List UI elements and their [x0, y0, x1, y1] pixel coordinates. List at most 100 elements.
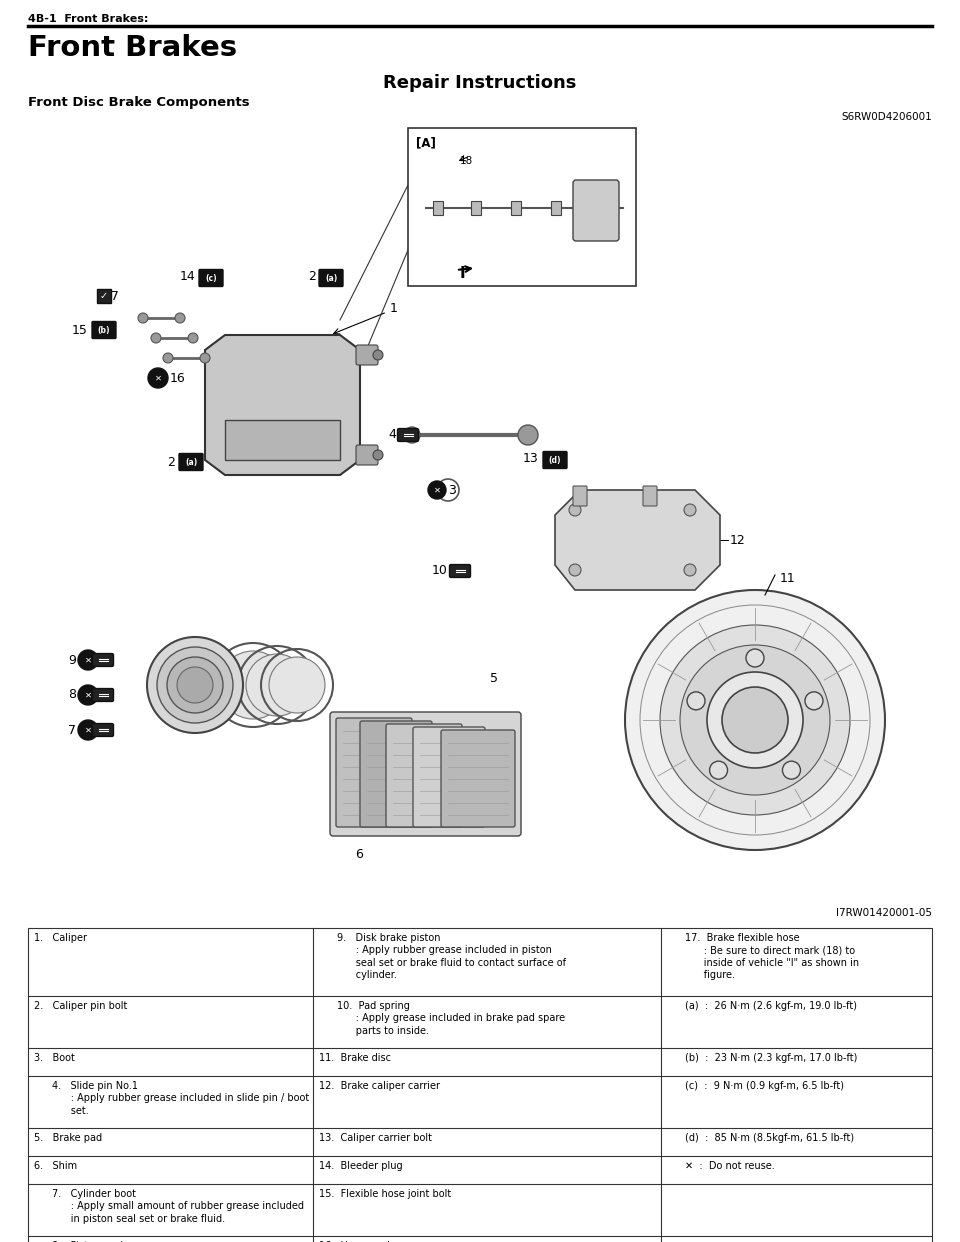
Circle shape	[404, 427, 420, 443]
Circle shape	[709, 761, 728, 779]
FancyBboxPatch shape	[356, 345, 378, 365]
Text: carmanualsonline.info: carmanualsonline.info	[723, 1232, 932, 1242]
Text: ✓: ✓	[100, 291, 108, 301]
Text: ✕: ✕	[84, 656, 91, 664]
Text: 12: 12	[730, 534, 746, 546]
Polygon shape	[555, 491, 720, 590]
Text: 17: 17	[104, 289, 120, 303]
Text: 17.  Brake flexible hose
      : Be sure to direct mark (18) to
      inside of : 17. Brake flexible hose : Be sure to dir…	[684, 933, 859, 980]
Text: [A]: [A]	[416, 137, 436, 149]
Circle shape	[157, 647, 233, 723]
Circle shape	[177, 667, 213, 703]
Text: 12.  Brake caliper carrier: 12. Brake caliper carrier	[319, 1081, 440, 1090]
Bar	[551, 201, 561, 215]
Text: 10: 10	[432, 565, 448, 578]
Text: (d): (d)	[667, 1138, 680, 1146]
Text: (a): (a)	[667, 1017, 680, 1026]
Text: (a): (a)	[324, 273, 337, 282]
Text: ✕: ✕	[84, 691, 91, 699]
Circle shape	[269, 657, 325, 713]
FancyBboxPatch shape	[449, 565, 470, 578]
Text: 2: 2	[167, 456, 175, 468]
Circle shape	[680, 645, 830, 795]
Circle shape	[219, 651, 287, 719]
FancyBboxPatch shape	[664, 1056, 684, 1068]
FancyBboxPatch shape	[356, 445, 378, 465]
FancyBboxPatch shape	[386, 724, 462, 827]
Circle shape	[569, 564, 581, 576]
Circle shape	[188, 333, 198, 343]
Text: 11: 11	[780, 573, 796, 585]
Circle shape	[746, 650, 764, 667]
FancyBboxPatch shape	[92, 653, 113, 667]
Text: ✕: ✕	[155, 374, 161, 383]
FancyBboxPatch shape	[664, 1016, 684, 1028]
Circle shape	[200, 353, 210, 363]
Circle shape	[147, 637, 243, 733]
Text: 7: 7	[68, 724, 76, 737]
Text: 6: 6	[355, 848, 363, 862]
Text: ✓: ✓	[670, 958, 678, 968]
FancyBboxPatch shape	[179, 453, 203, 471]
Circle shape	[373, 450, 383, 460]
Text: I: I	[460, 266, 466, 281]
Text: 8: 8	[68, 688, 76, 702]
Text: (d)  :  85 N·m (8.5kgf-m, 61.5 lb-ft): (d) : 85 N·m (8.5kgf-m, 61.5 lb-ft)	[684, 1133, 854, 1143]
Text: 7.   Cylinder boot
      : Apply small amount of rubber grease included
      in: 7. Cylinder boot : Apply small amount of…	[52, 1189, 304, 1223]
FancyBboxPatch shape	[316, 956, 335, 968]
Circle shape	[707, 672, 803, 768]
Text: 4.   Slide pin No.1
      : Apply rubber grease included in slide pin / boot
   : 4. Slide pin No.1 : Apply rubber grease …	[52, 1081, 309, 1115]
Text: 14: 14	[180, 270, 195, 282]
Text: 5: 5	[490, 672, 498, 684]
FancyBboxPatch shape	[316, 1016, 335, 1028]
Text: 13.  Caliper carrier bolt: 13. Caliper carrier bolt	[319, 1133, 432, 1143]
FancyBboxPatch shape	[664, 1095, 684, 1109]
FancyBboxPatch shape	[32, 1203, 51, 1216]
FancyBboxPatch shape	[413, 727, 485, 827]
Text: 10.  Pad spring
      : Apply grease included in brake pad spare
      parts to : 10. Pad spring : Apply grease included i…	[337, 1001, 564, 1036]
Text: 11.  Brake disc: 11. Brake disc	[319, 1053, 391, 1063]
Text: (a)  :  26 N·m (2.6 kgf-m, 19.0 lb-ft): (a) : 26 N·m (2.6 kgf-m, 19.0 lb-ft)	[684, 1001, 856, 1011]
Text: (b)  :  23 N·m (2.3 kgf-m, 17.0 lb-ft): (b) : 23 N·m (2.3 kgf-m, 17.0 lb-ft)	[684, 1053, 857, 1063]
Text: 9: 9	[68, 653, 76, 667]
FancyBboxPatch shape	[643, 486, 657, 505]
Circle shape	[78, 650, 98, 669]
Text: Repair Instructions: Repair Instructions	[383, 75, 577, 92]
Text: Front Disc Brake Components: Front Disc Brake Components	[28, 96, 250, 109]
Text: I7RW01420001-05: I7RW01420001-05	[836, 908, 932, 918]
Text: Front Brakes: Front Brakes	[28, 34, 237, 62]
Circle shape	[684, 504, 696, 515]
Text: 3: 3	[448, 483, 456, 497]
Text: (b): (b)	[98, 325, 110, 334]
Bar	[408, 128, 636, 286]
Text: (c)  :  9 N·m (0.9 kgf-m, 6.5 lb-ft): (c) : 9 N·m (0.9 kgf-m, 6.5 lb-ft)	[684, 1081, 844, 1090]
Text: 9.   Disk brake piston
      : Apply rubber grease included in piston
      seal: 9. Disk brake piston : Apply rubber grea…	[337, 933, 565, 980]
Text: 2.   Caliper pin bolt: 2. Caliper pin bolt	[34, 1001, 128, 1011]
Text: 5.   Brake pad: 5. Brake pad	[34, 1133, 102, 1143]
Circle shape	[163, 353, 173, 363]
Bar	[433, 201, 443, 215]
FancyBboxPatch shape	[543, 452, 567, 468]
Circle shape	[782, 761, 801, 779]
Text: 18: 18	[460, 156, 473, 166]
Circle shape	[148, 368, 168, 388]
Circle shape	[428, 481, 446, 499]
FancyBboxPatch shape	[32, 1097, 51, 1108]
Circle shape	[687, 692, 705, 710]
Text: (c): (c)	[668, 1098, 680, 1107]
FancyBboxPatch shape	[92, 322, 116, 339]
Circle shape	[138, 313, 148, 323]
Text: 6.   Shim: 6. Shim	[34, 1161, 77, 1171]
Text: 1.   Caliper: 1. Caliper	[34, 933, 87, 943]
Text: Downloaded from www.Manualslib.com  manuals search engine: Downloaded from www.Manualslib.com manua…	[28, 1232, 340, 1242]
Circle shape	[246, 655, 308, 715]
Bar	[471, 201, 481, 215]
Circle shape	[684, 564, 696, 576]
Circle shape	[167, 657, 223, 713]
Text: 3.   Boot: 3. Boot	[34, 1053, 75, 1063]
Text: ✕  :  Do not reuse.: ✕ : Do not reuse.	[684, 1161, 775, 1171]
FancyBboxPatch shape	[397, 428, 419, 441]
FancyBboxPatch shape	[336, 718, 412, 827]
Bar	[225, 420, 340, 460]
Text: ✕: ✕	[434, 486, 441, 494]
